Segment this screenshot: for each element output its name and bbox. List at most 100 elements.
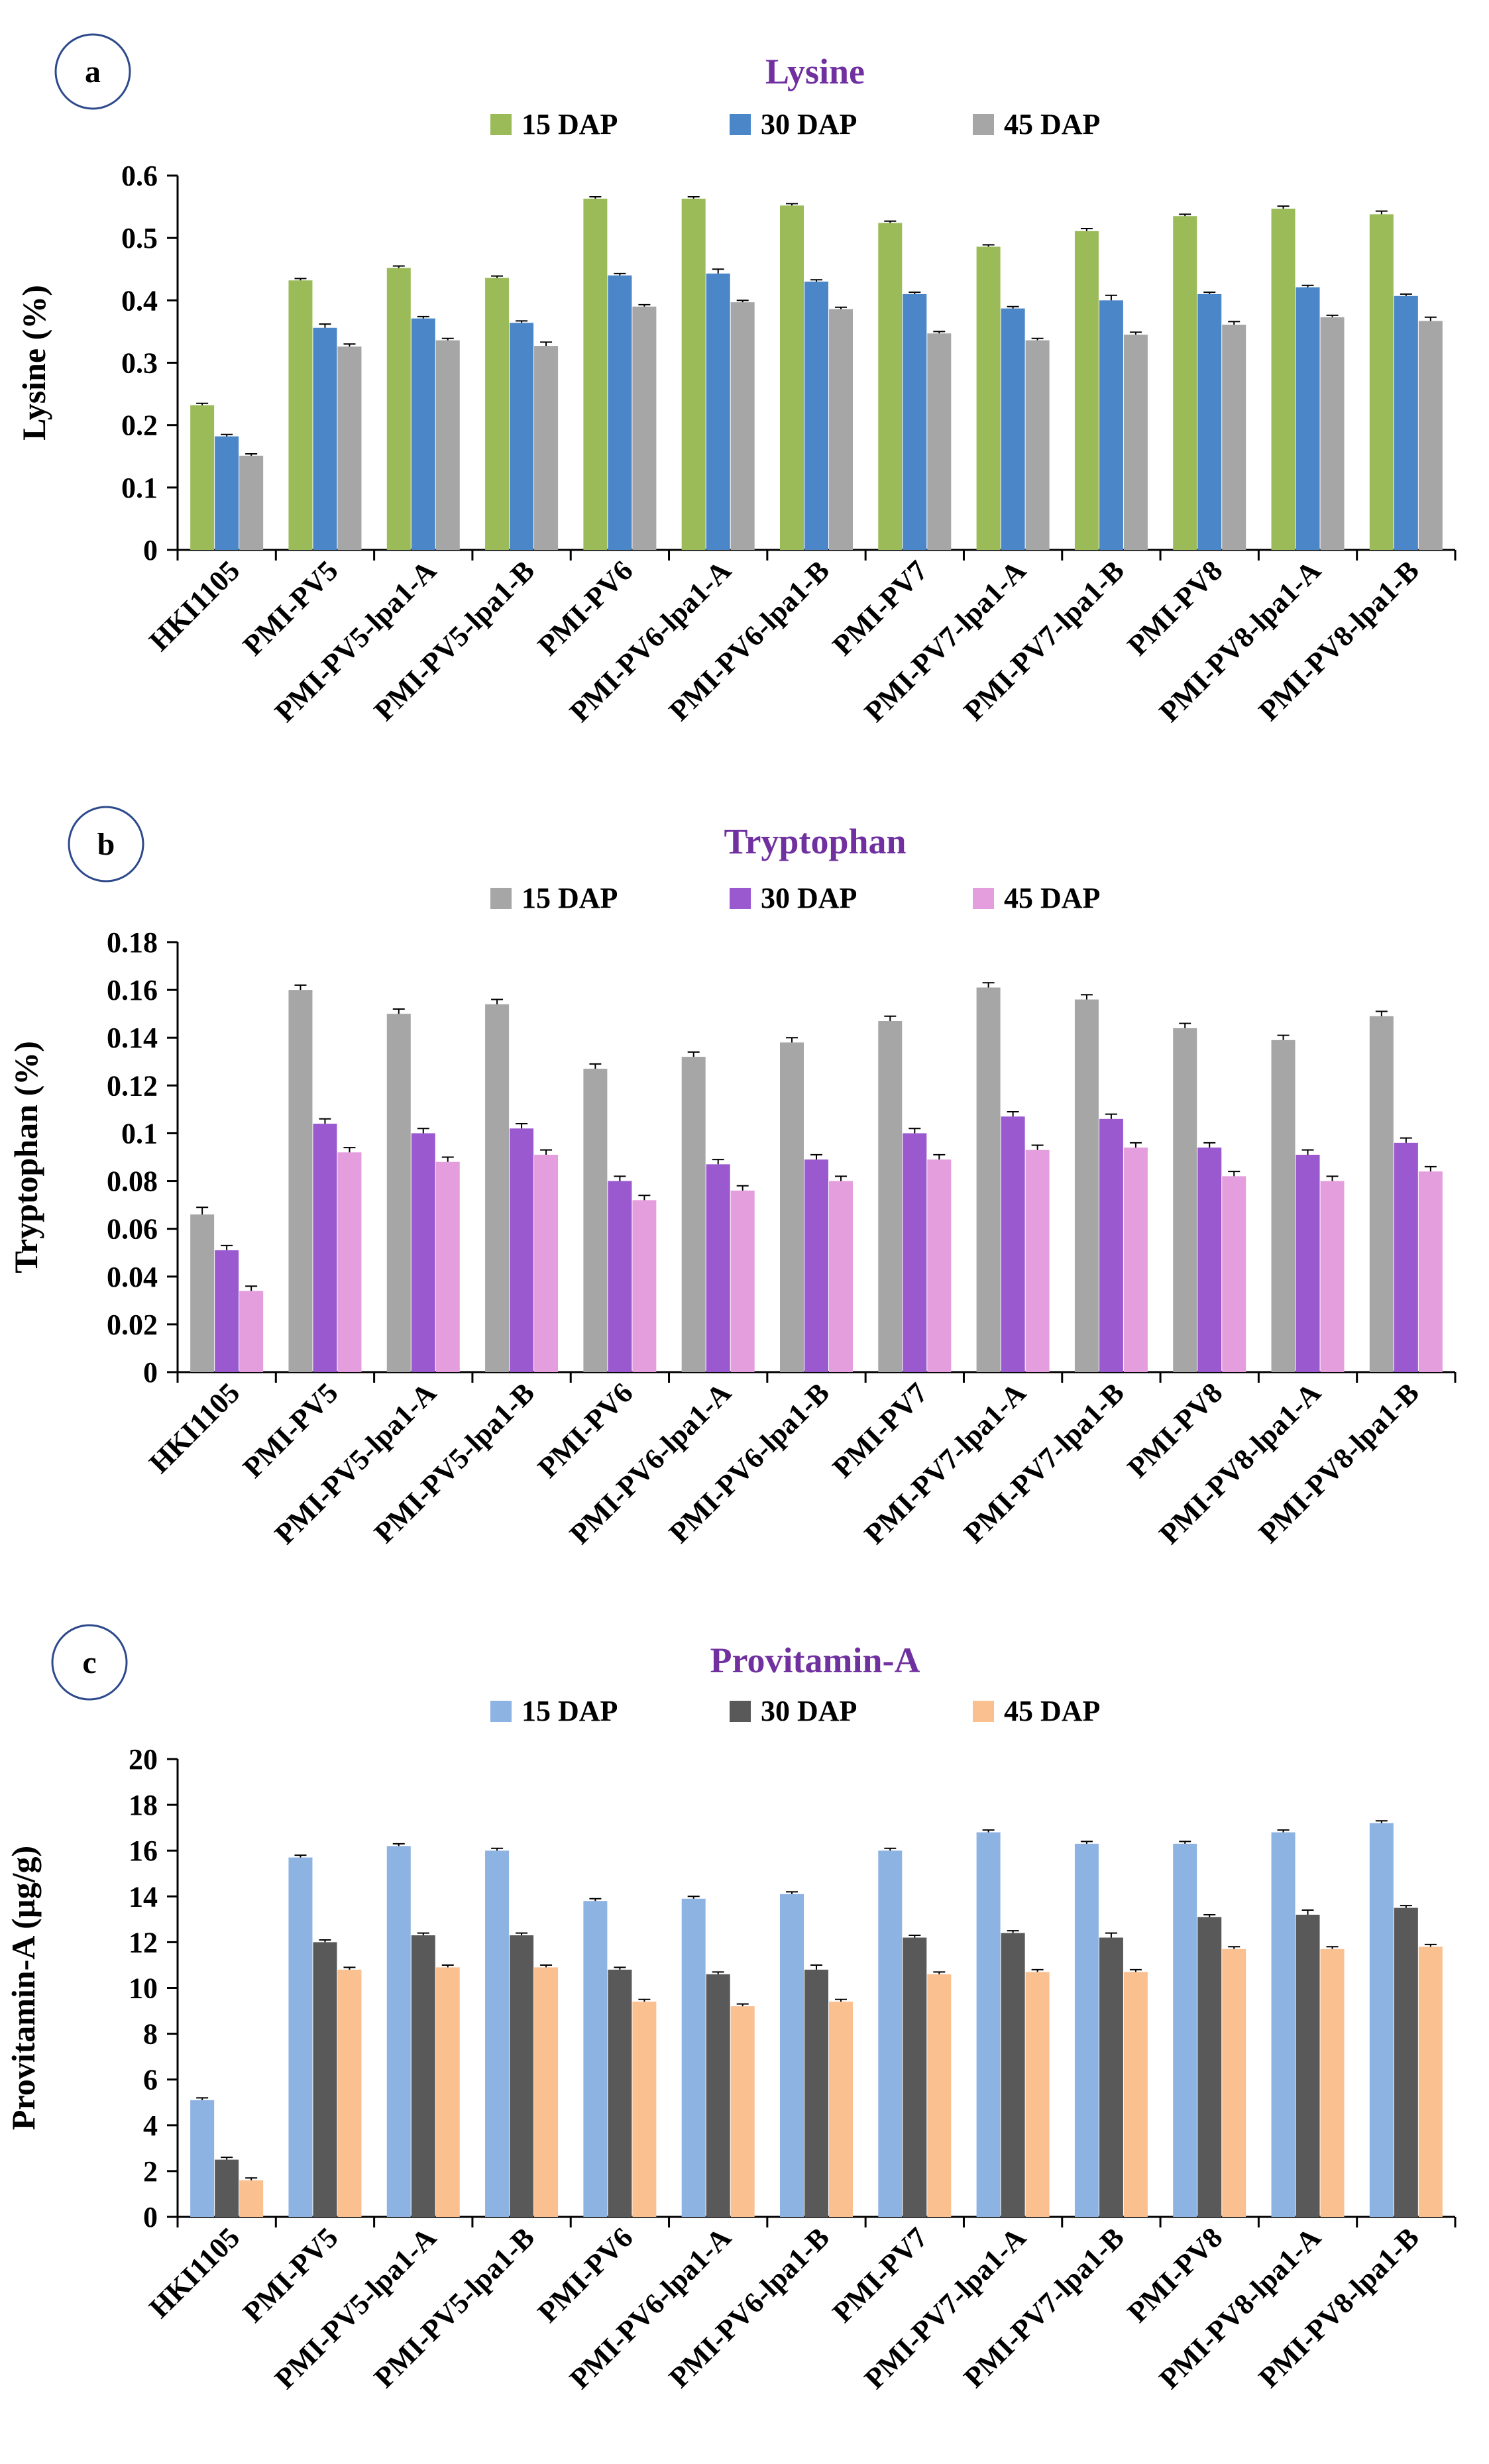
bar — [681, 1057, 706, 1372]
panel-label: a — [85, 54, 101, 89]
bar — [510, 1128, 534, 1372]
y-tick-label: 6 — [143, 2064, 158, 2096]
bar — [510, 1935, 534, 2217]
legend-swatch — [973, 1701, 994, 1722]
bar — [976, 987, 1001, 1372]
bar — [411, 1935, 435, 2217]
bar — [239, 2180, 264, 2217]
bar — [1074, 999, 1099, 1372]
bar — [1001, 308, 1025, 550]
bar — [435, 340, 460, 550]
y-tick-label: 14 — [129, 1880, 158, 1913]
bar — [1074, 231, 1099, 550]
bar — [1197, 294, 1222, 550]
bar — [1394, 1907, 1418, 2217]
legend-swatch — [490, 888, 512, 909]
legend-label: 45 DAP — [1004, 1695, 1100, 1727]
panel-label: b — [97, 827, 115, 862]
bar — [215, 1250, 239, 1372]
legend-label: 30 DAP — [761, 1695, 857, 1727]
y-tick-label: 0.1 — [121, 472, 158, 504]
bar — [1173, 1028, 1197, 1372]
y-tick-label: 18 — [129, 1789, 158, 1821]
bar — [1099, 1937, 1123, 2217]
y-tick-label: 0 — [143, 1356, 158, 1389]
chart-panel-a: a Lysine 15 DAP 30 DAP 45 DAP 0 0.1 0.2 0.3 0.4 0.… — [15, 33, 1457, 728]
bar — [608, 275, 632, 550]
bar — [903, 294, 927, 550]
bar — [485, 1004, 510, 1372]
bar — [510, 323, 534, 550]
bar — [829, 1181, 853, 1372]
bar — [1197, 1148, 1222, 1372]
bar — [1001, 1116, 1025, 1372]
bar — [681, 198, 706, 550]
y-axis-title: Lysine (%) — [15, 285, 52, 441]
bar — [903, 1133, 927, 1372]
bar — [804, 1159, 828, 1372]
bar — [878, 223, 903, 550]
y-tick-label: 0.1 — [121, 1117, 158, 1150]
bar — [829, 309, 853, 550]
bar — [313, 1124, 337, 1372]
bar — [903, 1937, 927, 2217]
bar — [608, 1181, 632, 1372]
bar — [1222, 1176, 1246, 1372]
legend-label: 15 DAP — [522, 108, 618, 140]
bar — [1418, 1947, 1443, 2217]
bar — [1025, 340, 1050, 550]
y-tick-label: 4 — [143, 2110, 158, 2142]
bar — [534, 346, 559, 550]
legend-label: 30 DAP — [761, 882, 857, 914]
y-tick-label: 0.4 — [121, 284, 158, 317]
bar — [730, 2006, 755, 2217]
bar — [804, 1969, 828, 2217]
legend-label: 15 DAP — [522, 882, 618, 914]
bar — [608, 1969, 632, 2217]
y-tick-label: 0.2 — [121, 409, 158, 442]
bar — [337, 1152, 362, 1372]
bar — [1001, 1933, 1025, 2217]
y-tick-label: 0.14 — [107, 1022, 158, 1054]
bar — [313, 327, 337, 550]
bar — [583, 1901, 608, 2217]
bar — [1074, 1843, 1099, 2217]
bar — [1394, 1142, 1418, 1372]
legend-swatch — [730, 1701, 751, 1722]
bar — [1320, 317, 1345, 550]
bar — [1197, 1917, 1222, 2217]
bar — [386, 1014, 411, 1372]
bar — [435, 1967, 460, 2217]
panel-label-circle — [51, 1624, 128, 1701]
bar — [215, 436, 239, 550]
legend-swatch — [490, 114, 512, 135]
bar — [706, 273, 730, 550]
y-tick-label: 0.06 — [107, 1213, 158, 1246]
bar — [1296, 1154, 1320, 1372]
y-tick-label: 16 — [129, 1835, 158, 1867]
bar — [1271, 1040, 1296, 1372]
y-tick-label: 10 — [129, 1972, 158, 2005]
bar — [927, 333, 952, 550]
y-tick-label: 0 — [143, 2201, 158, 2233]
bar — [1099, 1118, 1123, 1372]
legend-label: 45 DAP — [1004, 108, 1100, 140]
bar — [190, 2100, 215, 2217]
bar — [215, 2159, 239, 2217]
bar — [583, 198, 608, 550]
x-tick-label: HKI1105 — [143, 2221, 247, 2324]
x-tick-label: HKI1105 — [143, 1376, 247, 1479]
bar — [337, 347, 362, 550]
bar — [190, 405, 215, 550]
bar — [1222, 1949, 1246, 2217]
bar — [1173, 216, 1197, 550]
y-tick-label: 0.08 — [107, 1165, 158, 1198]
bar — [976, 246, 1001, 550]
legend-label: 30 DAP — [761, 108, 857, 140]
bar — [1123, 335, 1148, 550]
panel-label: c — [82, 1645, 96, 1680]
y-tick-label: 2 — [143, 2155, 158, 2188]
bar — [534, 1154, 559, 1372]
bar — [1418, 1171, 1443, 1372]
bar — [1394, 295, 1418, 550]
